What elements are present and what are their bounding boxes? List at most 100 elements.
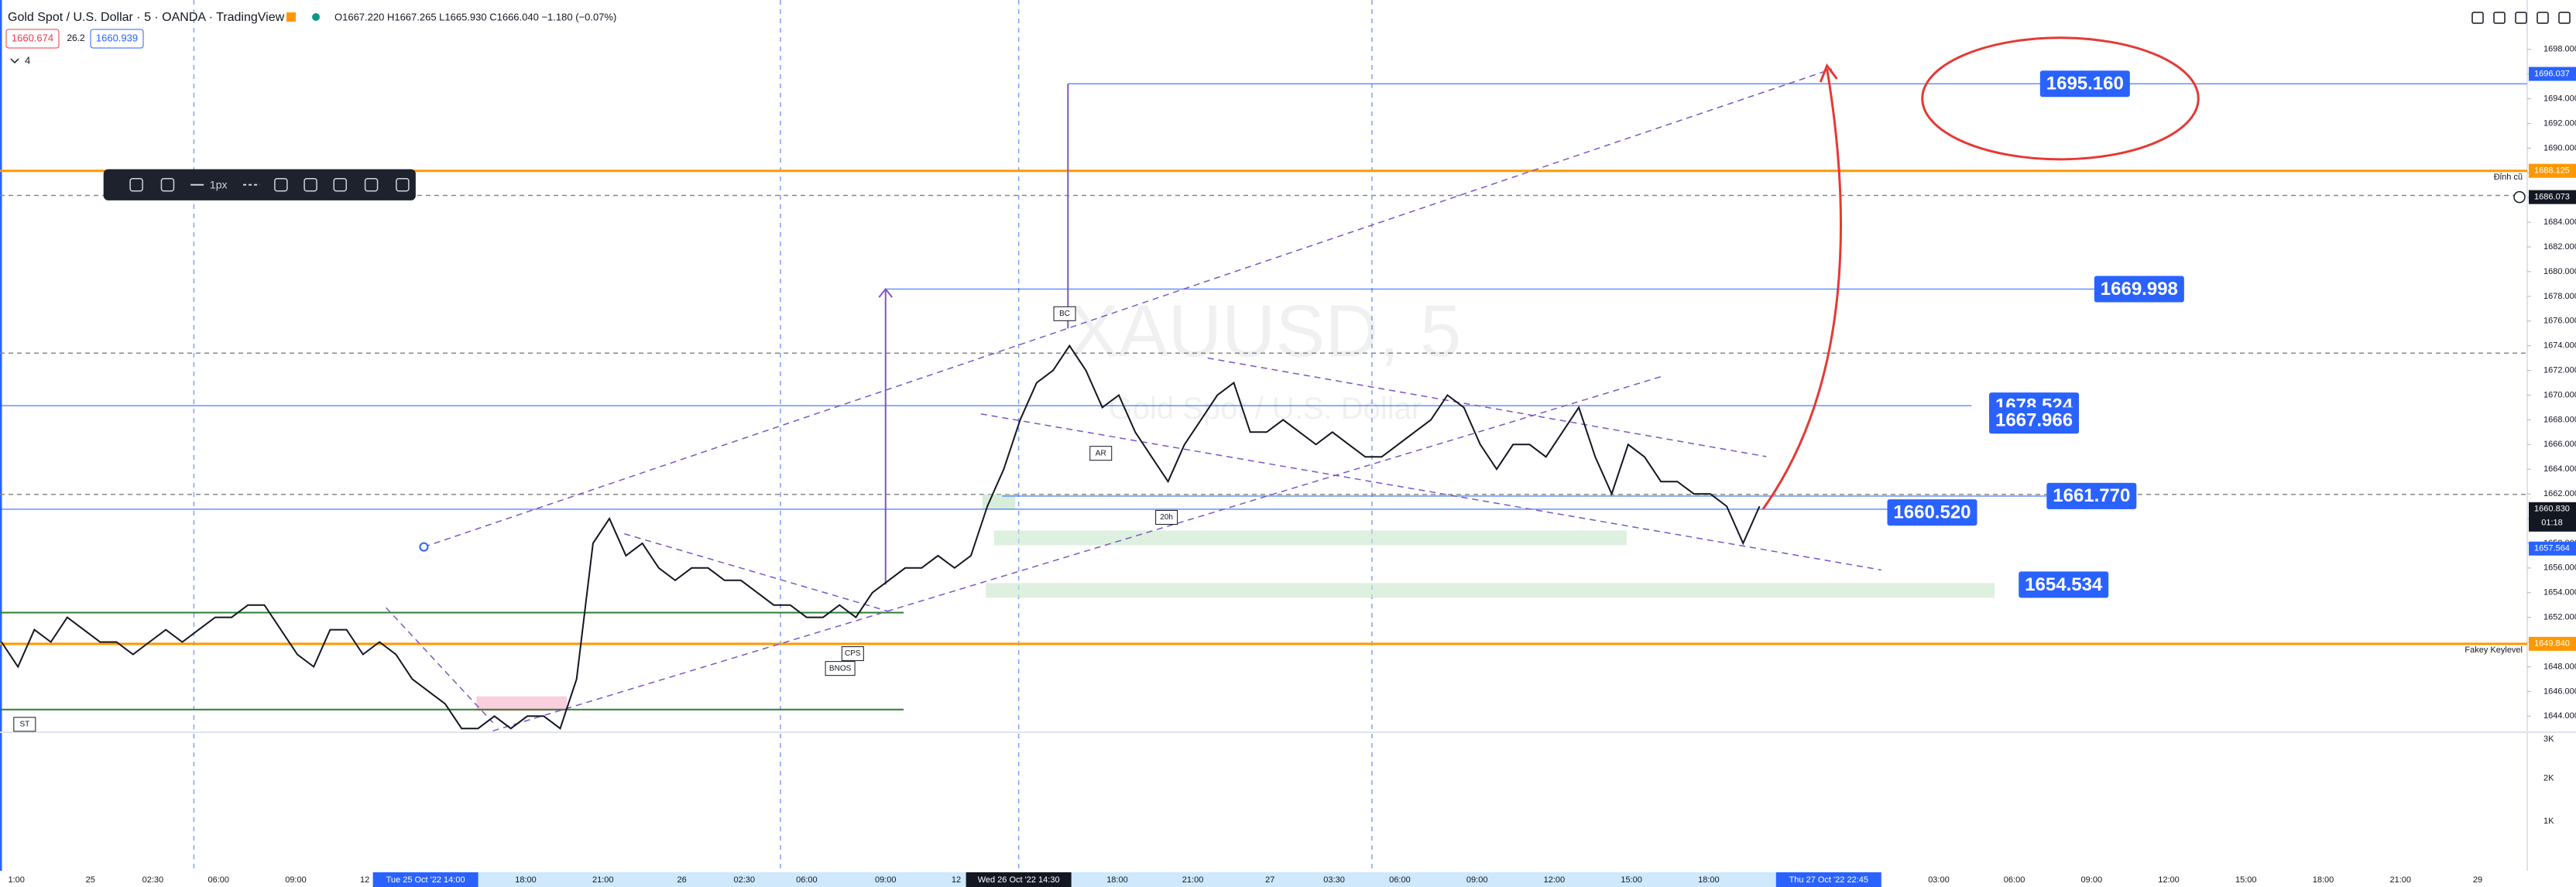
window-icon[interactable] (2537, 12, 2549, 24)
arrow-head (878, 287, 894, 298)
sell-price[interactable]: 1660.674 (12, 32, 53, 43)
annotation-label: 20h (1160, 513, 1173, 522)
trend-line (424, 68, 1833, 548)
red-arrow (1761, 68, 1843, 510)
window-icon[interactable] (2493, 12, 2506, 24)
market-dot (312, 13, 320, 21)
price-tag-label: 1696.037 (2534, 69, 2570, 78)
y-tick-label: 1680.000 (2543, 267, 2576, 276)
x-tick-label: 18:00 (1698, 875, 1720, 885)
x-tick-label: 21:00 (1182, 875, 1204, 885)
price-box-label: 1660.520 (1893, 502, 1971, 522)
buy-price[interactable]: 1660.939 (96, 32, 138, 43)
price-tag (2529, 636, 2576, 651)
y-tick-label: 1694.000 (2543, 94, 2576, 104)
x-tick-label: 21:00 (592, 875, 614, 885)
sell-box[interactable] (5, 29, 60, 49)
trend-line (492, 375, 1663, 732)
y-tick-label: 1646.000 (2543, 687, 2576, 696)
x-tick-label: 26 (677, 875, 687, 885)
toolbar-icon[interactable] (396, 177, 410, 192)
buy-box[interactable] (90, 29, 144, 49)
window-icon[interactable] (2558, 12, 2571, 24)
level-name: Đỉnh cũ (2494, 173, 2523, 182)
x-tick-label: 03:00 (1928, 875, 1950, 885)
annotation-label: AR (1096, 449, 1106, 457)
x-tick-label: 25 (86, 875, 95, 885)
toolbar-icon[interactable] (364, 177, 379, 192)
y-tick-label: 1668.000 (2543, 415, 2576, 424)
price-tag (2529, 67, 2576, 81)
price-tag-label: 1649.840 (2534, 639, 2570, 649)
price-box (1989, 407, 2080, 434)
indicators-toggle[interactable]: 4 (25, 54, 30, 66)
annotation-label: ST (19, 720, 29, 728)
y-tick-label: 1664.000 (2543, 464, 2576, 474)
toolbar-icon[interactable] (274, 177, 288, 192)
y-tick-label: 1672.000 (2543, 365, 2576, 375)
red-arrow-head (1819, 63, 1838, 83)
y-tick-label: 1698.000 (2543, 45, 2576, 54)
x-tick-label: 12:00 (2158, 875, 2180, 885)
price-tag (2529, 163, 2576, 178)
price-box (1887, 499, 1977, 526)
live-dot (286, 12, 296, 22)
window-icon[interactable] (2515, 12, 2527, 24)
toolbar-icon[interactable] (304, 177, 317, 192)
x-tick-label: 15:00 (2235, 875, 2257, 885)
price-box-label: 1695.160 (2046, 74, 2124, 94)
annotation-box (841, 646, 864, 662)
trend-line (1207, 357, 1767, 457)
supply-zone (476, 696, 568, 711)
y-tick-label: 1654.000 (2543, 588, 2576, 598)
price-tag-label: 1688.125 (2534, 166, 2570, 176)
annotation-box (13, 717, 36, 732)
price-box (2046, 482, 2137, 509)
x-tick-label: 02:30 (142, 875, 164, 885)
y-tick-label: 1662.000 (2543, 489, 2576, 498)
toolbar-icon[interactable] (333, 177, 348, 192)
price-box-label: 1669.998 (2101, 279, 2178, 300)
toolbar-icon[interactable] (160, 177, 175, 192)
x-tick-label: 18:00 (515, 875, 537, 885)
price-line (1, 344, 1761, 730)
price-box (2039, 70, 2130, 98)
y-tick-label: 1676.000 (2543, 317, 2576, 326)
y-tick-label: 1656.000 (2543, 563, 2576, 573)
price-tag (2529, 502, 2576, 532)
price-box-label: 1654.534 (2025, 574, 2103, 595)
price-box (2094, 276, 2184, 303)
annotation-box (1089, 446, 1113, 461)
y-tick-label: 1678.000 (2543, 292, 2576, 301)
volume-tick-label: 3K (2543, 735, 2554, 744)
window-icon[interactable] (2471, 12, 2484, 24)
x-tick-label: 06:00 (1389, 875, 1411, 885)
x-tick-label: 1:00 (9, 875, 25, 885)
annotation-box (825, 661, 856, 676)
annotation-label: BNOS (829, 664, 852, 673)
x-tick-label: 02:30 (734, 875, 756, 885)
toolbar-width[interactable]: 1px (210, 178, 228, 190)
spread: 26.2 (67, 33, 85, 43)
anchor-point (419, 542, 429, 552)
x-tick-label: Tue 25 Oct '22 14:00 (386, 875, 465, 885)
price-tag (2529, 541, 2576, 556)
toolbar-icon[interactable] (129, 177, 143, 192)
watermark-name: Gold Spot / U.S. Dollar (1109, 392, 1422, 426)
price-tag-label: 1660.830 (2534, 505, 2570, 514)
ohlc: O1667.220 H1667.265 L1665.930 C1666.040 … (334, 11, 616, 22)
y-tick-label: 1674.000 (2543, 341, 2576, 351)
watermark-symbol: XAUUSD, 5 (1069, 289, 1462, 372)
time-range (374, 872, 1880, 887)
price-box-label: 1667.966 (1995, 410, 2073, 431)
x-tick-label: Wed 26 Oct '22 14:30 (978, 875, 1060, 885)
x-tick-label: 15:00 (1621, 875, 1642, 885)
x-tick-label: 21:00 (2389, 875, 2411, 885)
y-tick-label: 1644.000 (2543, 711, 2576, 721)
price-tag-label: 1686.073 (2534, 193, 2570, 202)
x-tick-label: Thu 27 Oct '22 22:45 (1789, 875, 1868, 885)
trend-line (386, 607, 494, 724)
y-tick-label: 1682.000 (2543, 242, 2576, 252)
y-tick-label: 1648.000 (2543, 662, 2576, 671)
x-tick-label: 12:00 (1544, 875, 1566, 885)
